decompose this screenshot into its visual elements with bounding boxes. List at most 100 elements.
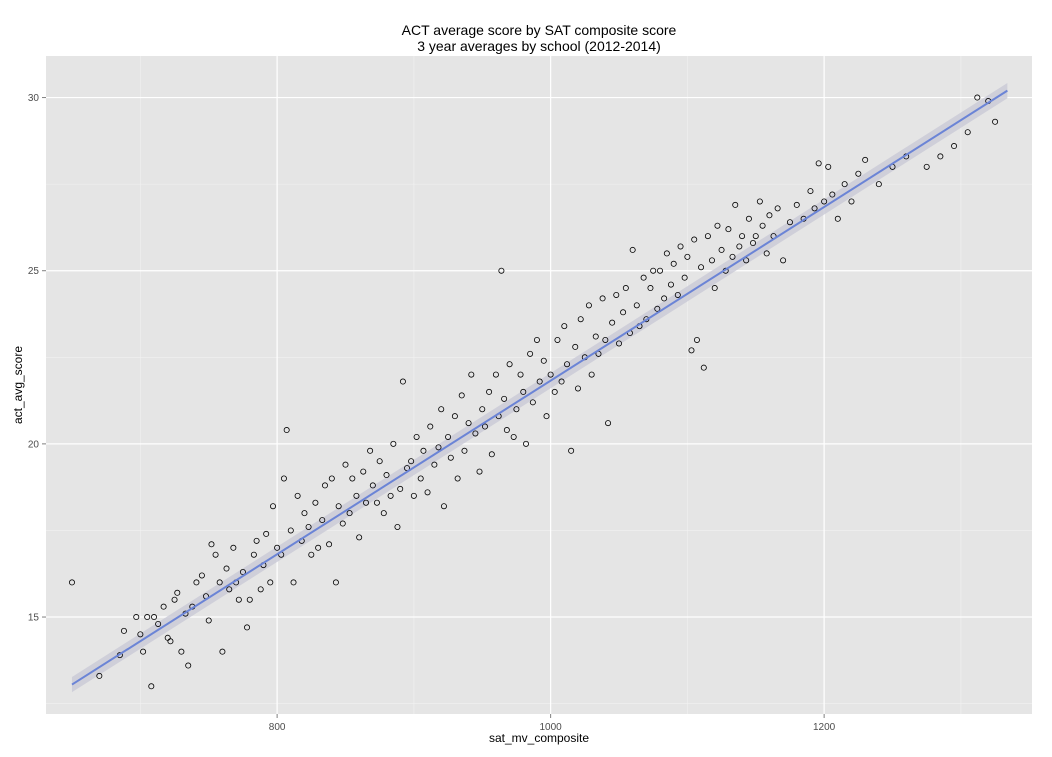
data-point (481, 423, 488, 430)
data-point (739, 233, 746, 240)
data-point (633, 302, 640, 309)
data-point (533, 336, 540, 343)
chart-title: ACT average score by SAT composite score (402, 22, 677, 38)
data-point (270, 503, 277, 510)
data-point (677, 243, 684, 250)
data-point (321, 482, 328, 489)
data-point (691, 236, 698, 243)
data-point (458, 392, 465, 399)
data-point (451, 413, 458, 420)
data-point (937, 153, 944, 160)
data-point (501, 395, 508, 402)
data-point (964, 129, 971, 136)
data-point (380, 510, 387, 517)
data-point (167, 638, 174, 645)
data-point (561, 323, 568, 330)
data-point (661, 295, 668, 302)
data-point (714, 222, 721, 229)
data-point (513, 406, 520, 413)
data-point (793, 201, 800, 208)
data-point (547, 371, 554, 378)
data-point (230, 544, 237, 551)
data-point (383, 472, 390, 479)
data-point (326, 541, 333, 548)
data-point (527, 350, 534, 357)
data-point (120, 627, 127, 634)
data-point (529, 399, 536, 406)
data-point (543, 413, 550, 420)
data-point (417, 475, 424, 482)
data-points (68, 94, 999, 690)
data-point (681, 274, 688, 281)
data-point (698, 264, 705, 271)
data-point (622, 285, 629, 292)
data-point (620, 309, 627, 316)
data-point (476, 468, 483, 475)
data-point (465, 420, 472, 427)
data-point (855, 170, 862, 177)
data-point (572, 343, 579, 350)
data-point (223, 565, 230, 572)
chart-subtitle: 3 year averages by school (2012-2014) (417, 38, 661, 54)
data-point (520, 388, 527, 395)
y-axis-label: act_avg_score (11, 346, 25, 424)
data-point (212, 551, 219, 558)
data-point (219, 648, 226, 655)
data-point (376, 458, 383, 465)
data-point (339, 520, 346, 527)
data-point (759, 222, 766, 229)
data-point (708, 257, 715, 264)
x-axis-label: sat_mv_composite (489, 731, 589, 745)
data-point (369, 482, 376, 489)
data-point (244, 624, 251, 631)
data-point (774, 205, 781, 212)
data-point (807, 188, 814, 195)
data-point (447, 454, 454, 461)
data-point (711, 285, 718, 292)
data-point (923, 163, 930, 170)
data-point (454, 475, 461, 482)
data-point (752, 233, 759, 240)
data-point (246, 596, 253, 603)
data-point (151, 614, 158, 621)
data-point (568, 447, 575, 454)
data-point (732, 201, 739, 208)
data-point (815, 160, 822, 167)
data-point (144, 614, 151, 621)
data-point (280, 475, 287, 482)
data-point (301, 510, 308, 517)
data-point (305, 523, 312, 530)
data-point (763, 250, 770, 257)
y-tick-label: 15 (28, 613, 40, 624)
data-point (235, 596, 242, 603)
data-point (479, 406, 486, 413)
data-point (613, 291, 620, 298)
data-point (974, 94, 981, 101)
data-point (267, 579, 274, 586)
data-point (257, 586, 264, 593)
data-point (654, 305, 661, 312)
data-point (431, 461, 438, 468)
data-point (68, 579, 75, 586)
data-point (185, 662, 192, 669)
y-tick-label: 20 (28, 439, 40, 450)
data-point (756, 198, 763, 205)
data-point (599, 295, 606, 302)
data-point (674, 291, 681, 298)
data-point (440, 503, 447, 510)
data-point (363, 499, 370, 506)
data-point (427, 423, 434, 430)
data-point (445, 433, 452, 440)
data-point (650, 267, 657, 274)
fit-line (71, 89, 1008, 686)
data-point (848, 198, 855, 205)
data-point (725, 226, 732, 233)
data-point (605, 420, 612, 427)
data-point (335, 503, 342, 510)
data-point (577, 316, 584, 323)
x-tick-label: 800 (269, 722, 286, 733)
data-point (328, 475, 335, 482)
data-point (766, 212, 773, 219)
data-point (312, 499, 319, 506)
